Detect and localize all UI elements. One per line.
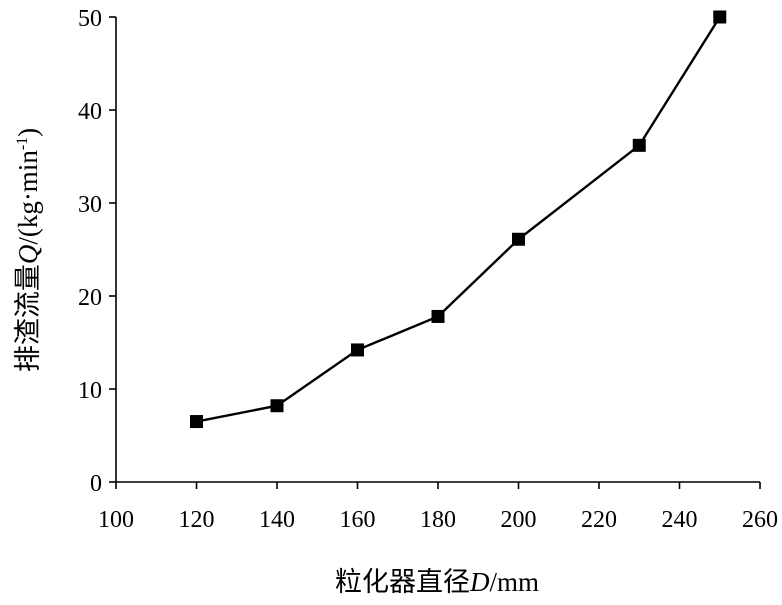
y-tick-label: 0 <box>90 471 102 497</box>
x-tick-label: 260 <box>742 507 778 533</box>
y-axis-title-close: ) <box>13 128 43 137</box>
x-tick-label: 180 <box>420 507 456 533</box>
x-axis-title-var: D <box>469 567 490 597</box>
y-tick-label: 10 <box>78 378 102 404</box>
y-axis-title-unit: /(kg·min <box>13 150 43 245</box>
x-tick-label: 240 <box>662 507 698 533</box>
x-axis-ticks: 100 120 140 160 180 200 220 240 260 <box>98 482 778 533</box>
data-point-marker <box>431 309 445 323</box>
y-tick-label: 20 <box>78 285 102 311</box>
data-point-marker <box>190 415 203 429</box>
y-tick-label: 40 <box>78 99 102 125</box>
x-tick-label: 220 <box>581 507 617 533</box>
x-tick-label: 100 <box>98 507 134 533</box>
data-point-marker <box>512 232 525 246</box>
y-axis-title-sup: -1 <box>14 137 31 150</box>
data-point-marker <box>632 138 646 152</box>
plot-area <box>190 10 727 429</box>
y-axis-ticks: 0 10 20 30 40 50 <box>78 6 116 497</box>
x-axis-title-prefix: 粒化器直径 <box>335 567 470 597</box>
axes <box>115 17 760 483</box>
x-tick-label: 120 <box>179 507 215 533</box>
x-tick-label: 140 <box>259 507 295 533</box>
x-tick-label: 160 <box>340 507 376 533</box>
data-point-marker <box>713 10 727 24</box>
x-axis-title-suffix: /mm <box>489 567 539 597</box>
data-point-marker <box>351 343 364 357</box>
y-tick-label: 30 <box>78 192 102 218</box>
y-axis-title-var: Q <box>13 245 43 265</box>
y-axis-title: 排渣流量Q/(kg·min-1) <box>13 128 43 372</box>
x-axis-title: 粒化器直径D/mm <box>335 567 539 597</box>
y-tick-label: 50 <box>78 6 102 32</box>
x-tick-label: 200 <box>501 507 537 533</box>
series-line <box>196 16 721 423</box>
y-axis-title-prefix: 排渣流量 <box>13 264 43 372</box>
data-point-marker <box>270 399 284 413</box>
